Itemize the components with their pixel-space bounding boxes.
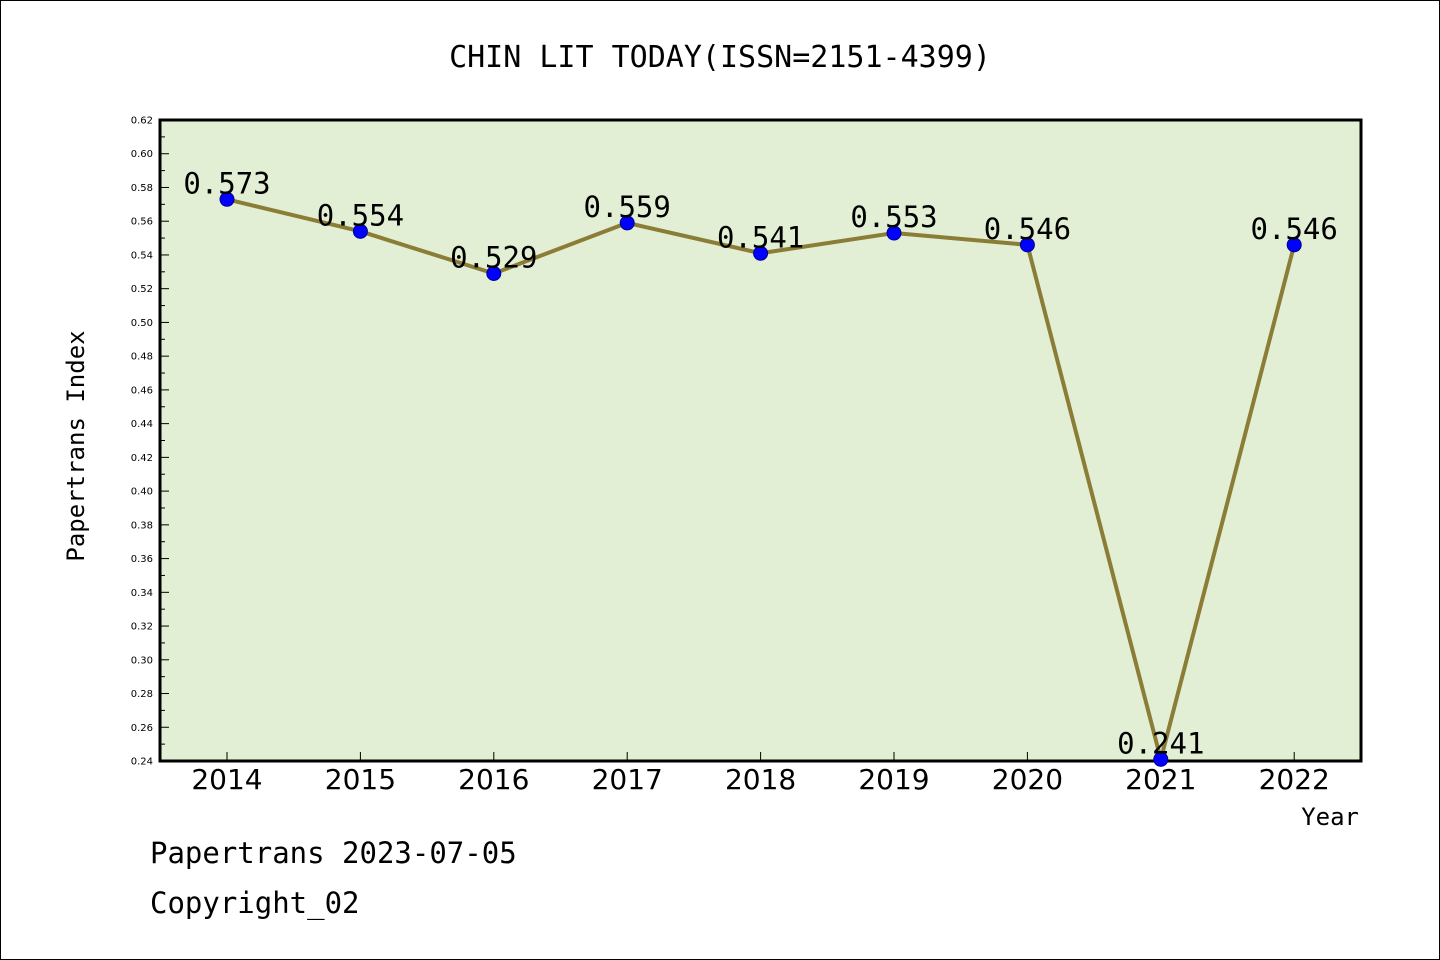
y-tick-label: 0.44: [131, 419, 153, 430]
data-label: 0.559: [584, 190, 671, 224]
x-tick-label: 2021: [1125, 763, 1196, 796]
x-tick-label: 2014: [191, 763, 262, 796]
data-point: [219, 191, 235, 207]
y-tick-label: 0.24: [131, 757, 153, 768]
data-label: 0.553: [850, 200, 937, 234]
data-label: 0.529: [450, 241, 537, 275]
data-point: [1019, 237, 1035, 253]
x-axis: 2014 2015 2016 2017 2018 2019 2020 2021 2022: [191, 752, 1330, 796]
y-tick-label: 0.42: [131, 453, 153, 464]
footer-copyright: Copyright_02: [150, 886, 360, 920]
y-tick-label: 0.62: [131, 116, 153, 127]
x-tick-label: 2017: [592, 763, 663, 796]
data-point: [486, 266, 502, 282]
data-point: [886, 225, 902, 241]
x-axis-label: Year: [1301, 803, 1359, 831]
y-tick-label: 0.50: [131, 318, 153, 329]
y-tick-label: 0.38: [131, 520, 153, 531]
y-tick-label: 0.48: [131, 352, 153, 363]
y-tick-label: 0.58: [131, 183, 153, 194]
y-tick-label: 0.40: [131, 487, 153, 498]
x-tick-label: 2015: [325, 763, 396, 796]
y-axis-label: Papertrans Index: [62, 330, 90, 561]
x-tick-label: 2020: [992, 763, 1063, 796]
footer-source-date: Papertrans 2023-07-05: [150, 836, 517, 870]
data-point: [619, 215, 635, 231]
y-tick-label: 0.54: [131, 250, 153, 261]
data-label: 0.541: [717, 220, 804, 254]
y-tick-label: 0.34: [131, 588, 153, 599]
y-tick-label: 0.32: [131, 622, 153, 633]
chart-title: CHIN LIT TODAY(ISSN=2151-4399): [449, 40, 991, 75]
y-axis: 0.24 0.26 0.28 0.30 0.32 0.34 0.36 0.38 0.40 0.42…: [131, 116, 169, 768]
data-label: 0.241: [1117, 726, 1204, 760]
y-tick-label: 0.46: [131, 385, 153, 396]
x-tick-label: 2016: [458, 763, 529, 796]
y-tick-label: 0.36: [131, 554, 153, 565]
data-point: [352, 223, 368, 239]
y-tick-label: 0.28: [131, 689, 153, 700]
y-tick-label: 0.52: [131, 284, 153, 295]
data-label: 0.546: [1251, 212, 1338, 246]
data-label: 0.573: [183, 166, 270, 200]
x-tick-label: 2022: [1259, 763, 1330, 796]
data-point: [1153, 751, 1169, 767]
y-tick-label: 0.26: [131, 723, 153, 734]
data-label: 0.554: [317, 198, 404, 232]
y-tick-label: 0.56: [131, 217, 153, 228]
data-point: [1286, 237, 1302, 253]
x-tick-label: 2019: [858, 763, 929, 796]
series-layer: 0.573 0.554 0.529 0.559 0.541 0.553 0.546 0.241…: [183, 166, 1338, 767]
data-point: [753, 245, 769, 261]
y-tick-label: 0.30: [131, 655, 153, 666]
y-tick-label: 0.60: [131, 149, 153, 160]
x-tick-label: 2018: [725, 763, 796, 796]
data-label: 0.546: [984, 212, 1071, 246]
